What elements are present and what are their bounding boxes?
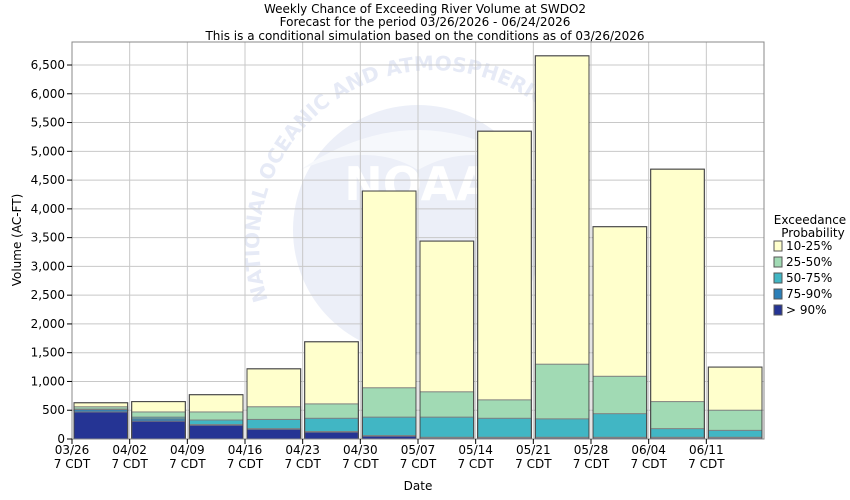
bar-05-14-band-10-25 (477, 130, 532, 440)
x-tick-label: 7 CDT (169, 457, 206, 471)
bar-05-28-band-50-75 (592, 413, 648, 440)
x-tick-label: 7 CDT (457, 457, 494, 471)
legend-items: 10-25% 25-50% 50-75% 75-90% > 90% (773, 239, 832, 317)
legend-swatch (773, 240, 783, 252)
x-tick-label: 05/21 (516, 443, 551, 457)
y-tick-label: 3,000 (31, 259, 65, 273)
y-tick-label: 500 (42, 403, 65, 417)
x-tick-label: 06/04 (631, 443, 666, 457)
legend-swatch (773, 288, 783, 300)
y-tick-label: 5,000 (31, 144, 65, 158)
legend-label: > 90% (786, 303, 827, 317)
y-axis-label: Volume (AC-FT) (10, 194, 24, 287)
x-tick-label: 7 CDT (284, 457, 321, 471)
x-tick-label: 04/16 (228, 443, 263, 457)
x-tick-label: 05/07 (401, 443, 436, 457)
x-tick-label: 04/02 (112, 443, 147, 457)
x-tick-label: 04/30 (343, 443, 378, 457)
chart-title-line-2: Forecast for the period 03/26/2026 - 06/… (280, 15, 571, 29)
bar-05-21-band-50-75 (534, 418, 590, 440)
x-tick-label: 7 CDT (630, 457, 667, 471)
x-tick-label: 06/11 (689, 443, 724, 457)
legend-swatch (773, 256, 783, 268)
y-tick-label: 6,500 (31, 58, 65, 72)
bar-03-26-band-90 (73, 411, 129, 440)
legend-swatch (773, 272, 783, 284)
x-tick-label: 05/14 (458, 443, 493, 457)
x-tick-label: 7 CDT (227, 457, 264, 471)
x-axis-label: Date (404, 479, 433, 493)
x-tick-label: 7 CDT (688, 457, 725, 471)
x-tick-label: 05/28 (574, 443, 609, 457)
legend-label: 10-25% (786, 239, 832, 253)
bar-06-04-band-10-25 (650, 168, 705, 440)
x-tick-label: 7 CDT (573, 457, 610, 471)
y-tick-label: 5,500 (31, 116, 65, 130)
legend-swatch (773, 304, 783, 316)
bar-04-02-band-90 (131, 420, 186, 440)
x-tick-label: 04/09 (170, 443, 205, 457)
y-tick-label: 2,500 (31, 288, 65, 302)
y-tick-label: 0 (57, 432, 65, 446)
y-tick-label: 3,500 (31, 231, 65, 245)
y-tick-label: 1,000 (31, 374, 65, 388)
x-tick-label: 7 CDT (54, 457, 91, 471)
grid-lines (72, 42, 764, 439)
legend-label: 50-75% (786, 271, 832, 285)
chart-title-line-3: This is a conditional simulation based o… (204, 29, 644, 43)
y-tick-label: 4,000 (31, 202, 65, 216)
y-axis-ticks: 0 500 1,000 1,500 2,000 2,500 3,000 3,500 4,000 4… (31, 58, 72, 446)
legend-title-line-1: Exceedance (774, 213, 846, 227)
y-tick-label: 1,500 (31, 346, 65, 360)
legend-title-line-2: Probability (781, 226, 844, 240)
bar-04-23-band-90 (304, 431, 359, 440)
chart-title: Weekly Chance of Exceeding River Volume … (204, 2, 644, 43)
legend: Exceedance Probability 10-25% 25-50% 50-75… (773, 213, 846, 317)
y-tick-label: 6,000 (31, 87, 65, 101)
bar-05-14-band-50-75 (477, 417, 532, 440)
bar-05-07-band-50-75 (419, 416, 475, 440)
x-tick-label: 7 CDT (111, 457, 148, 471)
y-tick-label: 4,500 (31, 173, 65, 187)
chart-title-line-1: Weekly Chance of Exceeding River Volume … (264, 2, 586, 16)
y-tick-label: 2,000 (31, 317, 65, 331)
x-tick-label: 7 CDT (342, 457, 379, 471)
x-tick-label: 7 CDT (400, 457, 437, 471)
x-tick-label: 03/26 (55, 443, 90, 457)
bar-04-09-band-90 (188, 424, 244, 440)
x-tick-label: 04/23 (285, 443, 320, 457)
x-tick-label: 7 CDT (515, 457, 552, 471)
legend-label: 25-50% (786, 255, 832, 269)
bar-04-16-band-90 (246, 428, 302, 440)
legend-label: 75-90% (786, 287, 832, 301)
